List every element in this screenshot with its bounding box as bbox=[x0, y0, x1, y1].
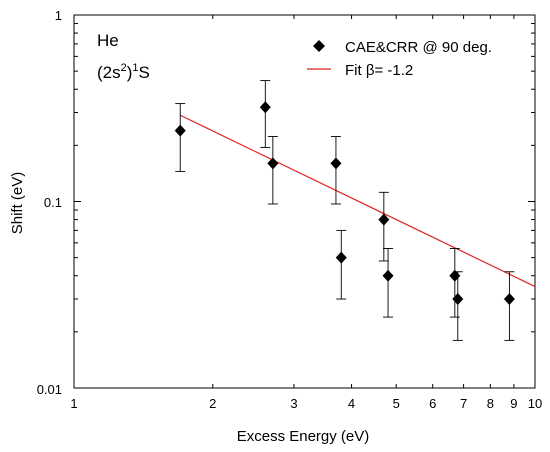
x-tick-label-3: 3 bbox=[290, 396, 297, 411]
annotation-state: (2s2)1S bbox=[97, 62, 150, 82]
legend-fit-prefix: Fit bbox=[345, 62, 366, 79]
data-point-4 bbox=[335, 251, 347, 264]
data-point-8 bbox=[452, 293, 464, 306]
data-point-1 bbox=[259, 101, 271, 114]
annotation-state-part-b: ) bbox=[127, 63, 133, 82]
data-point-9 bbox=[503, 293, 515, 306]
x-tick-label-4: 4 bbox=[348, 396, 355, 411]
y-tick-label-0.01: 0.01 bbox=[37, 382, 62, 397]
legend-entry-data: CAE&CRR @ 90 deg. bbox=[345, 39, 492, 56]
data-point-0 bbox=[174, 124, 186, 137]
y-axis-title: Shift (eV) bbox=[9, 172, 26, 235]
fit-line bbox=[179, 114, 536, 288]
x-tick-label-10: 10 bbox=[528, 396, 542, 411]
legend-fit-symbol: β bbox=[366, 62, 375, 79]
data-point-5 bbox=[378, 213, 390, 226]
y-tick-label-0.1: 0.1 bbox=[44, 195, 62, 210]
legend-fit-suffix: = -1.2 bbox=[374, 62, 413, 79]
annotation-state-sup-1: 2 bbox=[121, 62, 127, 74]
legend: CAE&CRR @ 90 deg. Fit β= -1.2 bbox=[307, 39, 492, 79]
x-tick-label-8: 8 bbox=[487, 396, 494, 411]
plot-area bbox=[174, 80, 536, 341]
x-tick-label-2: 2 bbox=[209, 396, 216, 411]
legend-entry-fit: Fit β= -1.2 bbox=[345, 62, 413, 79]
annotation-element: He bbox=[97, 31, 119, 50]
annotation-state-sup-2: 1 bbox=[132, 62, 138, 74]
data-point-2 bbox=[267, 157, 279, 170]
data-point-3 bbox=[330, 157, 342, 170]
y-tick-label-1: 1 bbox=[55, 8, 62, 23]
data-point-6 bbox=[382, 269, 394, 282]
annotation-state-part-a: (2s bbox=[97, 63, 121, 82]
x-tick-label-9: 9 bbox=[510, 396, 517, 411]
x-tick-label-1: 1 bbox=[70, 396, 77, 411]
x-axis-title: Excess Energy (eV) bbox=[237, 428, 370, 445]
x-tick-label-6: 6 bbox=[429, 396, 436, 411]
annotation-state-part-c: S bbox=[139, 63, 150, 82]
axes: 1 2 3 4 5 6 7 8 9 10 bbox=[70, 14, 542, 411]
legend-diamond-marker bbox=[313, 40, 325, 52]
x-tick-label-5: 5 bbox=[393, 396, 400, 411]
x-tick-label-7: 7 bbox=[460, 396, 467, 411]
